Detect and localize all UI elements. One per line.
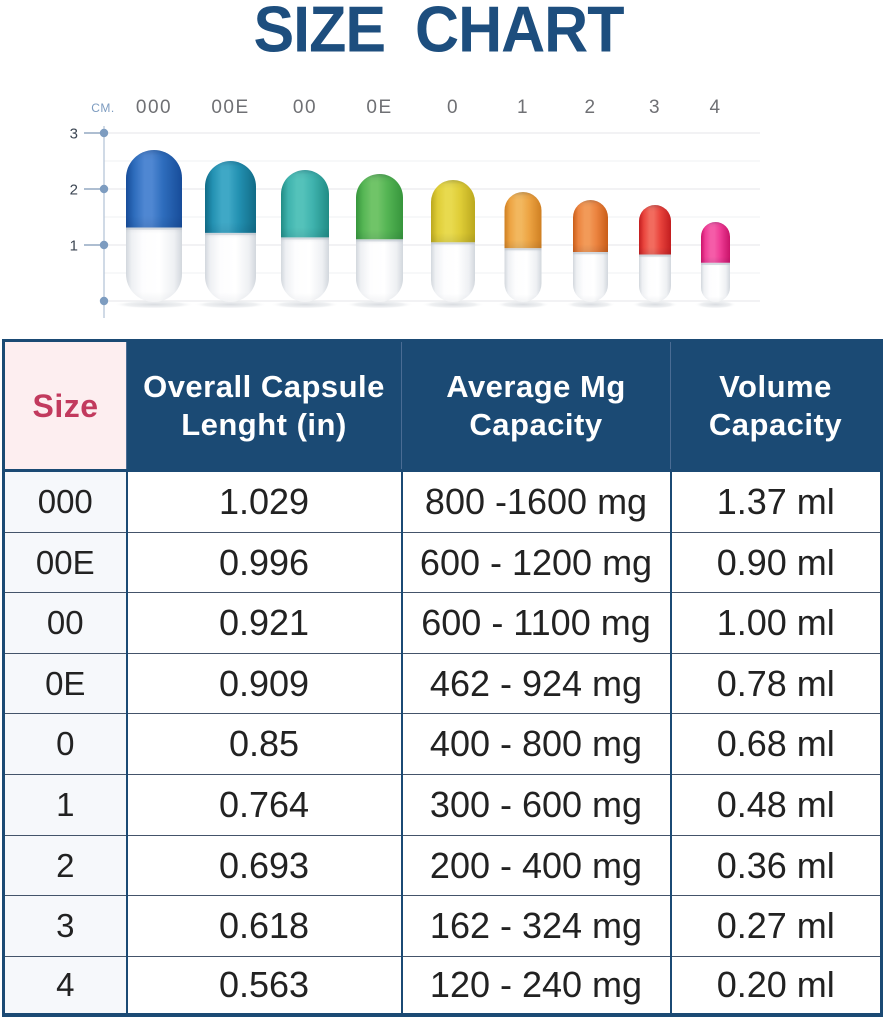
svg-text:00: 00 bbox=[293, 97, 317, 118]
svg-text:3: 3 bbox=[70, 126, 78, 143]
svg-text:2: 2 bbox=[70, 182, 78, 199]
svg-text:00E: 00E bbox=[211, 97, 249, 118]
svg-text:1: 1 bbox=[517, 97, 529, 118]
svg-text:0: 0 bbox=[447, 97, 459, 118]
svg-text:CM.: CM. bbox=[91, 101, 115, 115]
svg-text:0E: 0E bbox=[366, 97, 392, 118]
svg-text:1: 1 bbox=[70, 238, 78, 255]
svg-text:2: 2 bbox=[584, 97, 596, 118]
svg-text:000: 000 bbox=[136, 97, 172, 118]
svg-text:3: 3 bbox=[649, 97, 661, 118]
svg-text:4: 4 bbox=[709, 97, 721, 118]
